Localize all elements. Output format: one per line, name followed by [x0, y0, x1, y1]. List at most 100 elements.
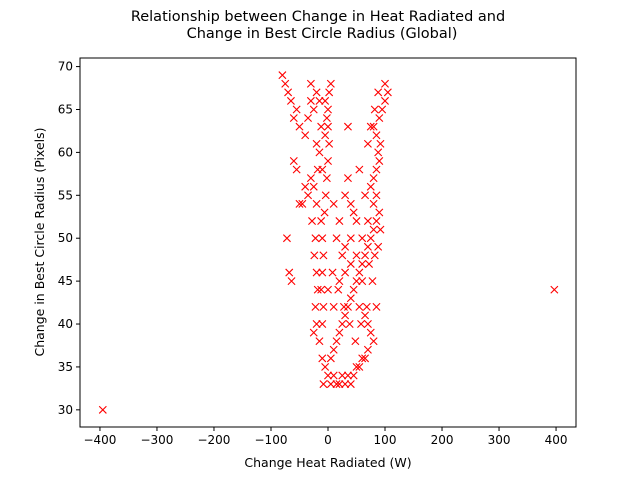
scatter-point	[322, 174, 331, 183]
scatter-point	[355, 165, 364, 174]
scatter-point	[319, 380, 328, 389]
scatter-point	[312, 268, 321, 277]
x-tick-label: 400	[545, 433, 568, 447]
y-tick-label: 65	[58, 102, 73, 116]
x-tick-label: 100	[374, 433, 397, 447]
scatter-point	[312, 199, 321, 208]
scatter-point	[368, 277, 377, 286]
scatter-point	[372, 131, 381, 140]
scatter-point	[306, 174, 315, 183]
scatter-point	[341, 268, 350, 277]
scatter-point	[321, 191, 330, 200]
scatter-point	[301, 131, 310, 140]
scatter-point	[319, 251, 328, 260]
scatter-point	[285, 268, 294, 277]
x-tick-label: 300	[488, 433, 511, 447]
scatter-point	[98, 405, 107, 414]
scatter-point	[324, 371, 332, 380]
y-tick-label: 40	[58, 317, 73, 331]
scatter-point	[372, 302, 381, 311]
x-tick-label: 0	[324, 433, 332, 447]
scatter-point	[375, 114, 384, 123]
scatter-point	[355, 302, 364, 311]
scatter-point	[349, 208, 358, 217]
scatter-point	[361, 311, 370, 320]
scatter-point	[346, 259, 355, 268]
scatter-point	[309, 105, 318, 114]
scatter-point	[358, 259, 367, 268]
scatter-point	[317, 122, 326, 131]
scatter-point	[322, 114, 331, 123]
y-axis: 30 35 40 45 50 55 60 65 70	[58, 60, 80, 417]
y-tick-label: 55	[58, 188, 73, 202]
scatter-point	[324, 285, 332, 294]
scatter-point	[375, 156, 384, 165]
scatter-point	[329, 199, 338, 208]
y-tick-label: 45	[58, 274, 73, 288]
y-tick-label: 50	[58, 231, 73, 245]
scatter-point	[339, 302, 348, 311]
scatter-point	[329, 345, 338, 354]
scatter-point	[383, 88, 392, 97]
scatter-point	[352, 217, 361, 226]
scatter-point	[284, 88, 293, 97]
scatter-point	[315, 148, 324, 157]
scatter-point	[346, 199, 355, 208]
scatter-point	[363, 320, 372, 329]
scatter-point	[326, 354, 335, 363]
scatter-point	[311, 234, 320, 243]
scatter-point	[320, 208, 329, 217]
scatter-point	[352, 251, 361, 260]
scatter-point	[325, 88, 334, 97]
scatter-point	[355, 362, 364, 371]
scatter-point	[369, 122, 378, 131]
scatter-point	[372, 217, 381, 226]
scatter-point	[289, 114, 298, 123]
scatter-point	[366, 328, 375, 337]
scatter-point	[317, 217, 326, 226]
x-tick-label: −100	[255, 433, 288, 447]
scatter-point	[318, 320, 327, 329]
scatter-point	[313, 285, 322, 294]
scatter-point	[312, 320, 321, 329]
scatter-point	[310, 251, 319, 260]
scatter-point	[301, 182, 310, 191]
scatter-point	[335, 380, 344, 389]
scatter-point	[349, 371, 358, 380]
scatter-point	[304, 191, 313, 200]
scatter-point	[341, 311, 350, 320]
scatter-point	[358, 234, 367, 243]
scatter-point	[365, 259, 374, 268]
scatter-point	[295, 122, 304, 131]
scatter-point	[286, 96, 295, 105]
scatter-point	[369, 225, 378, 234]
scatter-point	[334, 285, 343, 294]
scatter-point	[318, 354, 327, 363]
scatter-point	[324, 122, 332, 131]
scatter-point	[324, 105, 332, 114]
scatter-point	[332, 234, 341, 243]
scatter-point	[361, 251, 370, 260]
scatter-point	[326, 380, 335, 389]
scatter-point	[335, 277, 344, 286]
scatter-point	[341, 191, 350, 200]
scatter-point	[352, 277, 361, 286]
plot-marks	[98, 71, 559, 414]
scatter-point	[321, 96, 330, 105]
scatter-point	[366, 234, 375, 243]
scatter-point	[375, 208, 384, 217]
scatter-point	[352, 362, 361, 371]
scatter-point	[328, 268, 337, 277]
scatter-point	[550, 285, 559, 294]
scatter-point	[287, 277, 296, 286]
chart-title-line2: Change in Best Circle Radius (Global)	[187, 26, 458, 42]
scatter-point	[321, 131, 330, 140]
x-tick-label: −400	[83, 433, 116, 447]
scatter-point	[306, 96, 315, 105]
y-tick-label: 70	[58, 60, 73, 74]
scatter-point	[378, 105, 387, 114]
scatter-point	[332, 337, 341, 346]
scatter-point	[309, 182, 318, 191]
scatter-point	[292, 105, 301, 114]
